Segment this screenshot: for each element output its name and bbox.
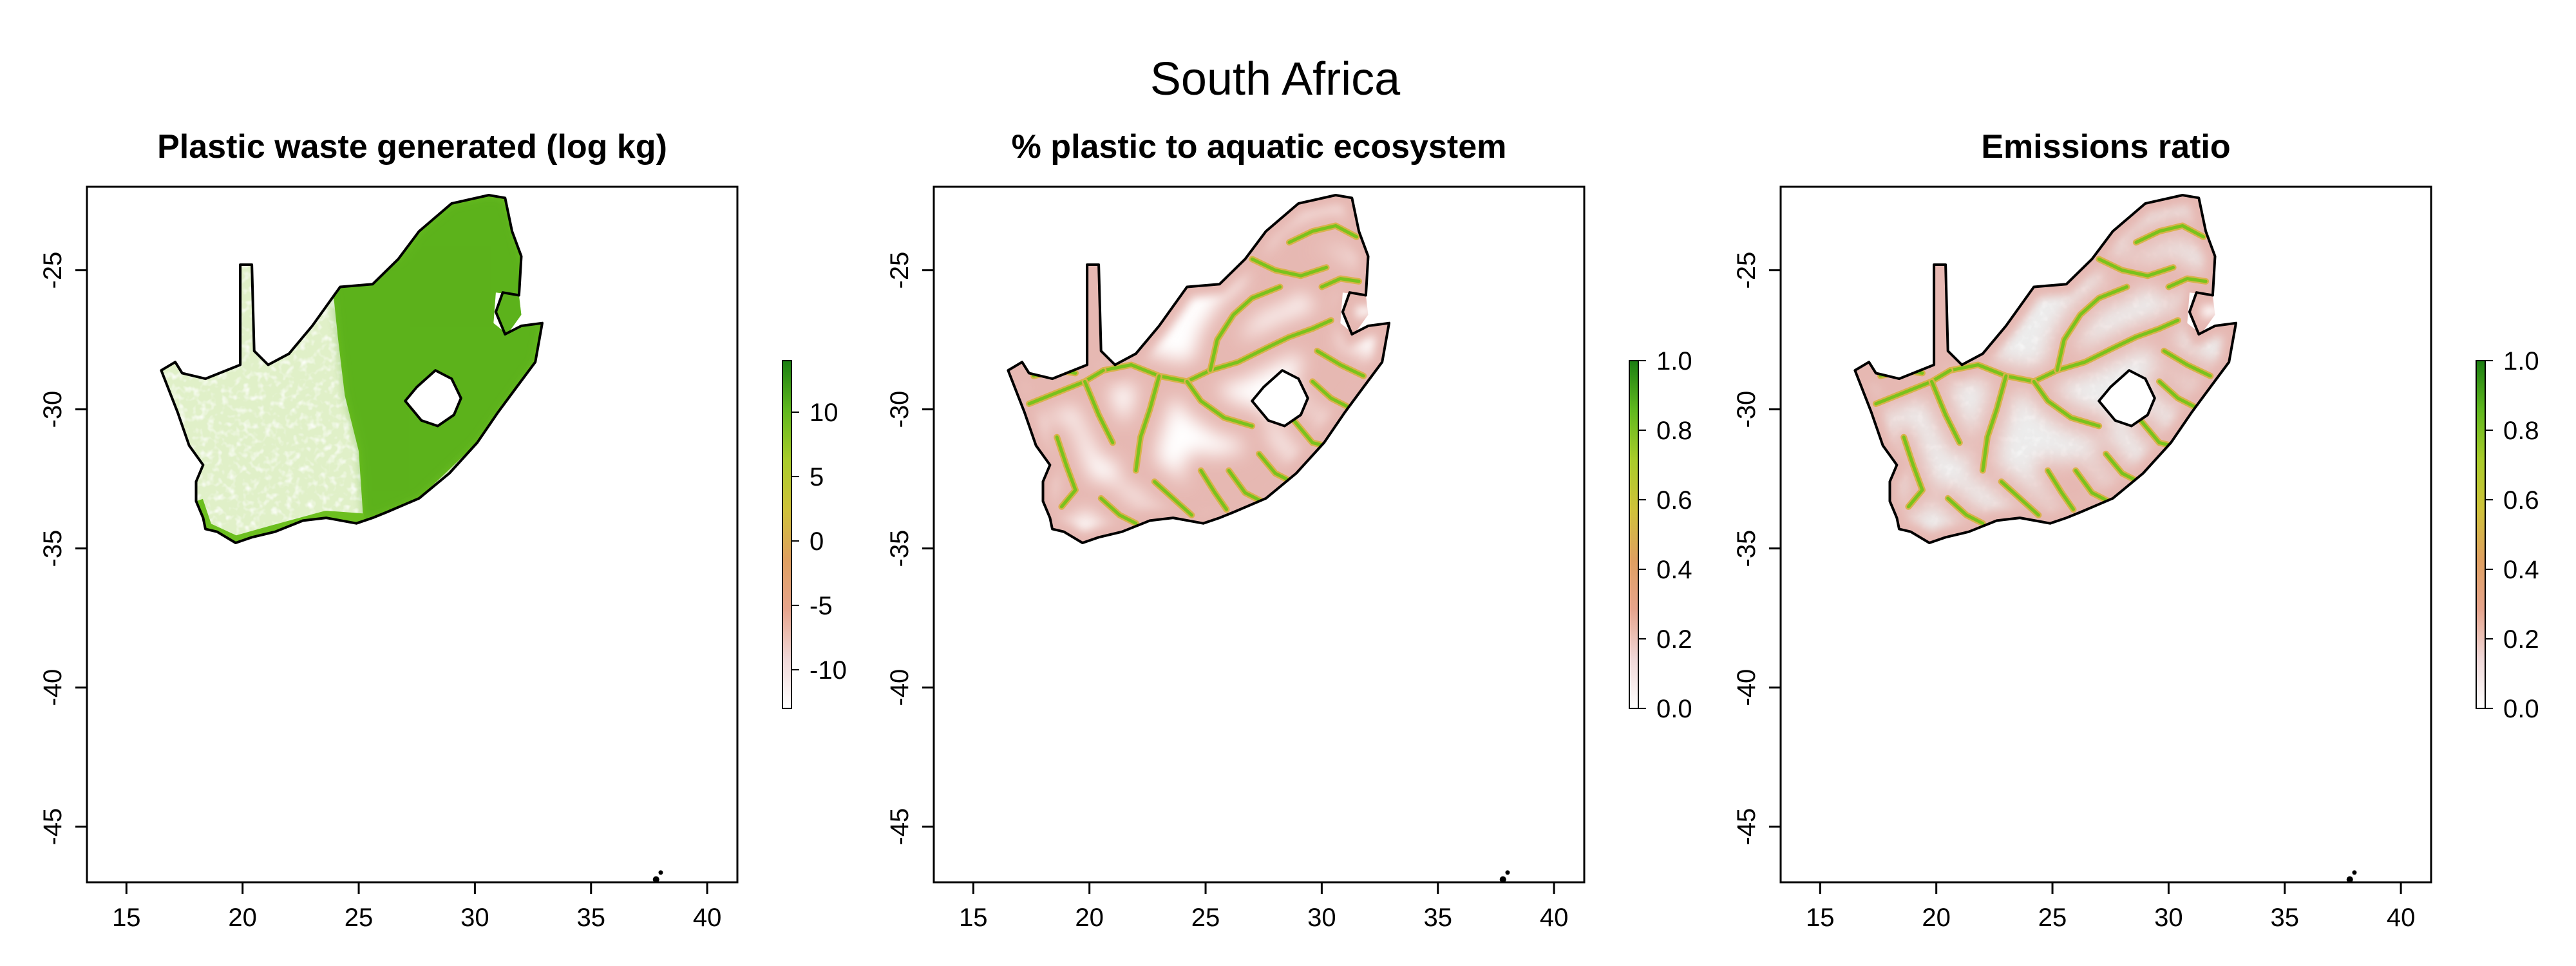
x-tick-label: 20 [228, 904, 257, 932]
x-tick-label: 25 [1191, 904, 1220, 932]
country-outline [160, 194, 544, 544]
colorbar-tick-label: 0.6 [2503, 486, 2539, 515]
y-tick-label: -30 [1732, 391, 1761, 428]
x-tick-label: 40 [693, 904, 722, 932]
y-tick-label: -25 [1732, 252, 1761, 289]
y-tick-label: -25 [886, 252, 914, 289]
colorbar-tick-label: -10 [810, 656, 847, 685]
y-tick-label: -45 [39, 808, 67, 846]
island-marker [2346, 876, 2353, 883]
y-tick-label: -45 [886, 808, 914, 846]
plot-frame [86, 185, 739, 884]
y-tick-label: -35 [886, 530, 914, 567]
map-raster [1008, 195, 1389, 543]
colorbar-tick-label: 0.8 [2503, 417, 2539, 445]
colorbar-tick-label: 10 [810, 399, 838, 427]
x-tick-label: 20 [1922, 904, 1951, 932]
y-tick-label: -45 [1732, 808, 1761, 846]
panel-emissions: Emissions ratio 15 20 25 30 35 40 -25 -30 -35 -40 -… [1732, 128, 2539, 932]
country-outline [1853, 194, 2237, 544]
y-tick-label: -40 [1732, 669, 1761, 706]
colorbar-tick-label: 0.8 [1656, 417, 1692, 445]
island-marker [652, 876, 659, 883]
island-marker [658, 870, 663, 875]
x-tick-label: 35 [577, 904, 606, 932]
island-marker [2352, 870, 2357, 875]
colorbar-tick-label: 0 [810, 527, 824, 556]
plot-frame [933, 185, 1586, 884]
colorbar-tick-label: 0.0 [1656, 695, 1692, 723]
panel-waste: Plastic waste generated (log kg) 15 20 25 30… [39, 128, 847, 932]
y-tick-label: -40 [886, 669, 914, 706]
y-tick-label: -40 [39, 669, 67, 706]
country-outline [1007, 194, 1390, 544]
y-tick-label: -35 [1732, 530, 1761, 567]
colorbar-tick-label: 0.0 [2503, 695, 2539, 723]
island-marker [1499, 876, 1506, 883]
x-tick-label: 30 [460, 904, 489, 932]
x-tick-label: 20 [1075, 904, 1104, 932]
x-tick-label: 15 [112, 904, 141, 932]
colorbar-tick-label: 1.0 [1656, 347, 1692, 375]
colorbar-tick-label: 0.4 [1656, 556, 1692, 584]
colorbar-tick-label: 0.4 [2503, 556, 2539, 584]
x-tick-label: 15 [959, 904, 988, 932]
colorbar-tick-label: 0.2 [1656, 625, 1692, 654]
map-raster [1855, 195, 2236, 543]
colorbar [782, 360, 792, 709]
x-tick-label: 30 [1307, 904, 1336, 932]
plot-frame [1779, 185, 2432, 884]
map-raster [161, 195, 542, 543]
x-tick-label: 25 [2038, 904, 2067, 932]
y-tick-label: -30 [886, 391, 914, 428]
y-tick-label: -30 [39, 391, 67, 428]
river-lines [1025, 222, 1367, 527]
colorbar [2476, 360, 2486, 709]
y-tick-label: -35 [39, 530, 67, 567]
panel-aquatic: % plastic to aquatic ecosystem 15 20 25 30 35… [886, 128, 1692, 932]
colorbar-tick-label: -5 [810, 592, 833, 620]
x-tick-label: 35 [1424, 904, 1453, 932]
x-tick-label: 25 [345, 904, 374, 932]
panel-title: Plastic waste generated (log kg) [157, 128, 667, 166]
figure-title: South Africa [1150, 53, 1401, 105]
y-tick-label: -25 [39, 252, 67, 289]
panel-title: % plastic to aquatic ecosystem [1012, 128, 1507, 166]
x-tick-label: 40 [2387, 904, 2416, 932]
colorbar-tick-label: 5 [810, 463, 824, 491]
colorbar-tick-label: 0.2 [2503, 625, 2539, 654]
x-tick-label: 30 [2154, 904, 2183, 932]
panel-title: Emissions ratio [1981, 128, 2230, 166]
colorbar-tick-label: 0.6 [1656, 486, 1692, 515]
colorbar-tick-label: 1.0 [2503, 347, 2539, 375]
x-tick-label: 15 [1806, 904, 1835, 932]
x-tick-label: 35 [2271, 904, 2300, 932]
island-marker [1505, 870, 1510, 875]
x-tick-label: 40 [1540, 904, 1569, 932]
colorbar [1629, 360, 1639, 709]
panels: Plastic waste generated (log kg) 15 20 25 30… [39, 128, 2539, 932]
